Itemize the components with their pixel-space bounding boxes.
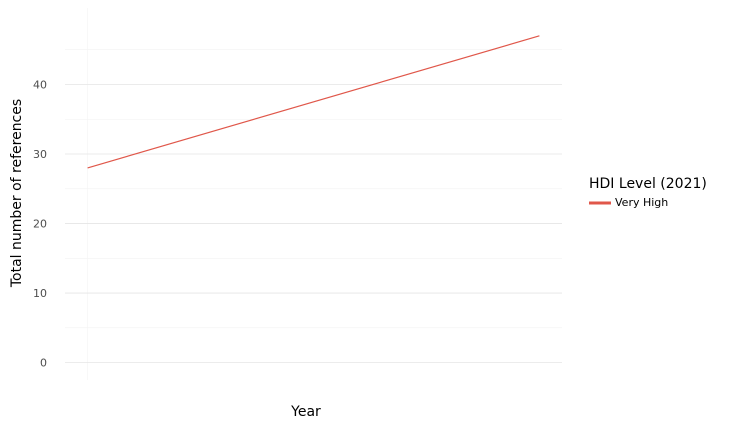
y-tick-label: 40 xyxy=(33,78,47,91)
major-gridlines xyxy=(65,84,562,364)
y-axis-title: Total number of references xyxy=(9,99,25,288)
y-tick-label: 30 xyxy=(33,148,47,161)
y-tick-label: 20 xyxy=(33,218,47,231)
series-line-very-high xyxy=(87,35,540,169)
legend-title: HDI Level (2021) xyxy=(589,176,707,192)
y-tick-labels: 0 10 20 30 40 xyxy=(33,78,47,369)
legend: HDI Level (2021) Very High xyxy=(589,176,707,209)
minor-gridlines xyxy=(65,8,562,380)
x-axis-title: Year xyxy=(290,404,321,420)
legend-label-very-high: Very High xyxy=(615,196,668,209)
y-tick-label: 0 xyxy=(40,357,47,370)
series-layer xyxy=(87,35,540,169)
y-tick-label: 10 xyxy=(33,287,47,300)
